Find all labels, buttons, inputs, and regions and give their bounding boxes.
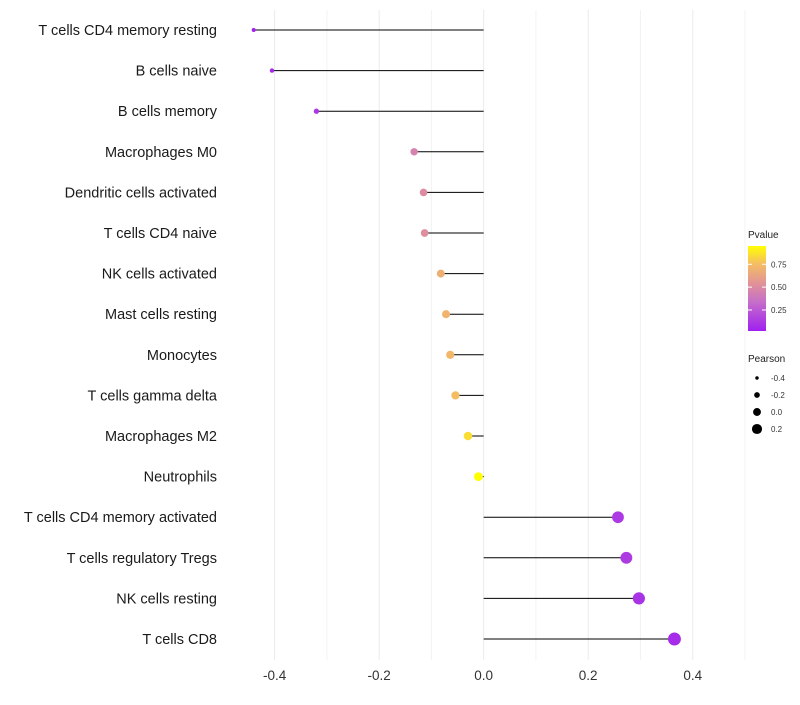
category-label: NK cells activated bbox=[102, 267, 217, 283]
y-tick-labels: T cells CD4 memory resting B cells naive B… bbox=[24, 23, 218, 648]
lollipop-point bbox=[410, 148, 418, 156]
size-legend-dot bbox=[755, 376, 759, 380]
lollipop-point bbox=[451, 391, 460, 400]
colorbar-tick-label: 0.50 bbox=[771, 283, 787, 292]
lollipop-point bbox=[620, 551, 633, 564]
x-tick-label: 0.4 bbox=[683, 668, 702, 683]
pvalue-legend-ticks: 0.75 0.50 0.25 bbox=[748, 260, 787, 315]
size-legend-dot bbox=[753, 408, 761, 416]
category-label: B cells memory bbox=[118, 104, 218, 120]
x-tick-label: 0.0 bbox=[474, 668, 493, 683]
lollipop-point bbox=[446, 350, 455, 359]
lollipop-point bbox=[420, 229, 429, 237]
colorbar-tick-label: 0.75 bbox=[771, 260, 787, 269]
x-tick-label: 0.2 bbox=[579, 668, 598, 683]
category-label: T cells CD4 memory resting bbox=[38, 23, 217, 39]
category-label: Dendritic cells activated bbox=[65, 185, 217, 201]
category-label: T cells regulatory Tregs bbox=[67, 551, 217, 567]
pearson-legend-title: Pearson bbox=[748, 354, 785, 365]
category-label: Macrophages M0 bbox=[105, 145, 217, 161]
segment-layer bbox=[253, 29, 675, 640]
size-legend-label: 0.0 bbox=[771, 408, 783, 417]
lollipop-point bbox=[632, 592, 645, 605]
legend-area: Pvalue 0.75 0.50 0.25 Pearson -0.4 -0.2 0.0 0… bbox=[748, 230, 787, 435]
category-label: NK cells resting bbox=[116, 591, 217, 607]
pearson-legend-items: -0.4 -0.2 0.0 0.2 bbox=[751, 374, 785, 435]
category-label: Mast cells resting bbox=[105, 307, 217, 323]
category-label: T cells CD4 memory activated bbox=[24, 510, 217, 526]
lollipop-point bbox=[667, 632, 681, 646]
x-tick-labels: -0.4 -0.2 0.0 0.2 0.4 bbox=[263, 668, 703, 683]
lollipop-point bbox=[269, 68, 275, 73]
lollipop-point bbox=[474, 472, 483, 481]
size-legend-label: -0.4 bbox=[771, 374, 785, 383]
lollipop-point bbox=[419, 188, 428, 197]
category-label: Neutrophils bbox=[144, 470, 217, 486]
lollipop-point bbox=[463, 431, 473, 441]
lollipop-point bbox=[441, 310, 451, 319]
size-legend-dot bbox=[754, 392, 760, 398]
colorbar-tick-label: 0.25 bbox=[771, 306, 787, 315]
category-label: T cells CD8 bbox=[142, 632, 217, 648]
category-label: B cells naive bbox=[136, 64, 217, 80]
lollipop-point bbox=[251, 28, 256, 32]
category-label: T cells gamma delta bbox=[88, 388, 218, 404]
size-legend-dot bbox=[751, 423, 763, 435]
pvalue-colorbar bbox=[748, 246, 766, 331]
category-label: T cells CD4 naive bbox=[104, 226, 217, 242]
x-tick-label: -0.2 bbox=[367, 668, 390, 683]
lollipop-point bbox=[612, 511, 624, 524]
size-legend-label: 0.2 bbox=[771, 425, 783, 434]
x-tick-label: -0.4 bbox=[263, 668, 287, 683]
lollipop-point bbox=[436, 269, 445, 278]
point-layer bbox=[251, 28, 681, 646]
category-label: Monocytes bbox=[147, 348, 217, 364]
size-legend-label: -0.2 bbox=[771, 391, 785, 400]
lollipop-point bbox=[313, 108, 320, 114]
grid-layer bbox=[274, 10, 746, 660]
category-label: Macrophages M2 bbox=[105, 429, 217, 445]
pvalue-legend-title: Pvalue bbox=[748, 230, 779, 241]
